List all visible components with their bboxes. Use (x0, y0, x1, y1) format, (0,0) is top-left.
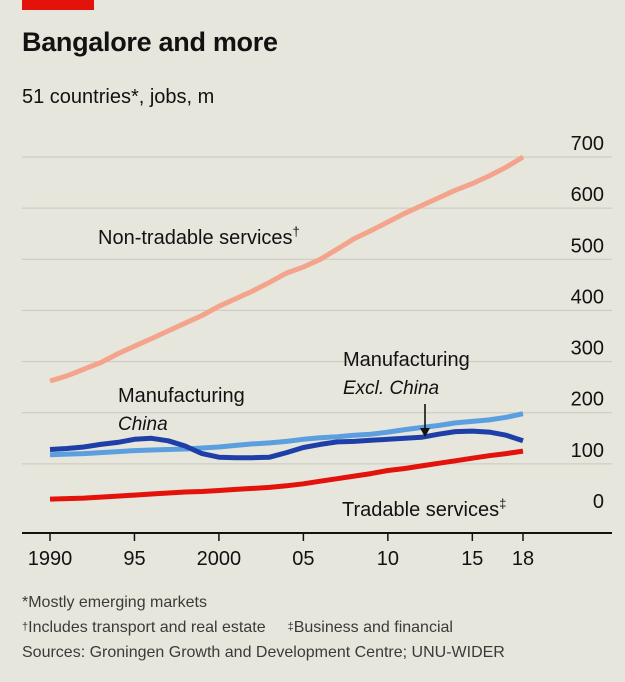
line-chart: 0 100 200 300 400 500 600 700 1990 95 2000 05 10 15 18… (22, 133, 612, 570)
y-tick-label: 0 (593, 491, 604, 513)
y-tick-label: 500 (571, 235, 604, 257)
x-tick-label: 2000 (197, 548, 242, 570)
series-line-3 (49, 448, 524, 502)
footnote-2: †Includes transport and real estate ‡Busi… (22, 615, 505, 640)
label-manufacturing-excl-china: Manufacturing (343, 349, 470, 371)
label-excl-china: Excl. China (343, 378, 439, 399)
footnote-3-mark: ‡ (287, 621, 294, 633)
label-tradable: Tradable services‡ (342, 496, 506, 521)
chart-title: Bangalore and more (22, 27, 278, 57)
footnote-1: *Mostly emerging markets (22, 594, 207, 611)
x-tick-label: 05 (292, 548, 314, 570)
label-china: China (118, 414, 168, 435)
brand-red-tag (22, 0, 94, 10)
y-tick-label: 600 (571, 184, 604, 206)
series-line-1 (49, 428, 524, 461)
annotation-arrow-head (420, 428, 430, 437)
footnote-2-text: Includes transport and real estate (28, 619, 266, 636)
series-line-2 (49, 411, 524, 458)
y-tick-label: 400 (571, 286, 604, 308)
footnotes: *Mostly emerging markets †Includes trans… (22, 590, 505, 665)
label-non-tradable: Non-tradable services† (98, 224, 300, 249)
y-tick-label: 100 (571, 440, 604, 462)
y-tick-label: 700 (571, 133, 604, 155)
axis-layer: 0 100 200 300 400 500 600 700 1990 95 2000 05 10 15 18 (22, 133, 612, 570)
x-tick-label: 18 (512, 548, 534, 570)
y-tick-label: 300 (571, 338, 604, 360)
footnote-3-text: Business and financial (293, 619, 453, 636)
x-tick-label: 95 (123, 548, 145, 570)
label-manufacturing-china: Manufacturing (118, 385, 245, 407)
x-tick-label: 10 (377, 548, 399, 570)
series-line-0 (49, 154, 525, 384)
x-tick-label: 1990 (28, 548, 73, 570)
sources: Sources: Groningen Growth and Developmen… (22, 644, 505, 661)
footnote-2-mark: † (22, 621, 29, 633)
series-layer (49, 154, 525, 502)
x-tick-label: 15 (461, 548, 483, 570)
chart-subtitle: 51 countries*, jobs, m (22, 86, 215, 108)
y-tick-label: 200 (571, 389, 604, 411)
grid-layer (22, 156, 612, 465)
